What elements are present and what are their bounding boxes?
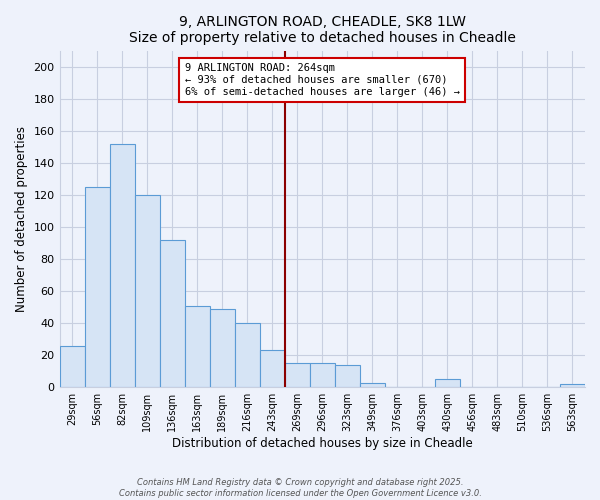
Bar: [310, 364, 335, 388]
Bar: [209, 308, 235, 388]
Bar: [560, 384, 585, 388]
Bar: [435, 380, 460, 388]
Bar: [85, 187, 110, 388]
Text: Contains HM Land Registry data © Crown copyright and database right 2025.
Contai: Contains HM Land Registry data © Crown c…: [119, 478, 481, 498]
Bar: [235, 323, 260, 388]
Y-axis label: Number of detached properties: Number of detached properties: [15, 126, 28, 312]
Bar: [134, 195, 160, 388]
Bar: [360, 382, 385, 388]
Bar: [260, 350, 285, 388]
X-axis label: Distribution of detached houses by size in Cheadle: Distribution of detached houses by size …: [172, 437, 473, 450]
Title: 9, ARLINGTON ROAD, CHEADLE, SK8 1LW
Size of property relative to detached houses: 9, ARLINGTON ROAD, CHEADLE, SK8 1LW Size…: [129, 15, 516, 45]
Bar: [335, 365, 360, 388]
Text: 9 ARLINGTON ROAD: 264sqm
← 93% of detached houses are smaller (670)
6% of semi-d: 9 ARLINGTON ROAD: 264sqm ← 93% of detach…: [185, 64, 460, 96]
Bar: [185, 306, 209, 388]
Bar: [160, 240, 185, 388]
Bar: [59, 346, 85, 388]
Bar: [110, 144, 134, 388]
Bar: [285, 364, 310, 388]
